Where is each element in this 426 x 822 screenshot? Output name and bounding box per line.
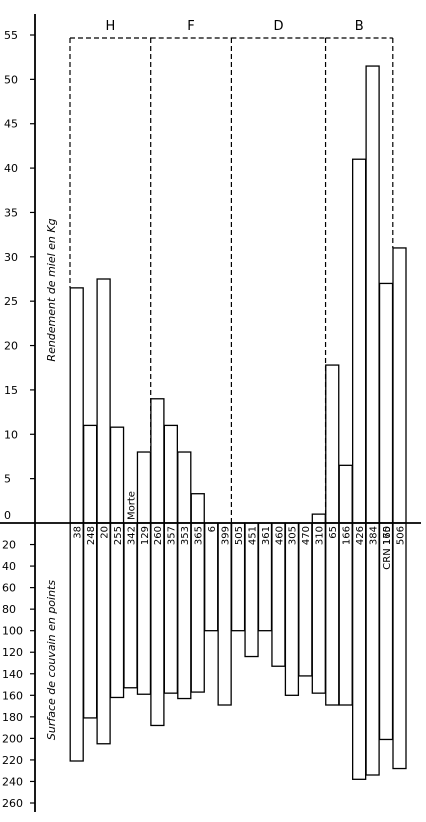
colony-label: 365 bbox=[194, 526, 205, 545]
y-axis-title-brood: Surface de couvain en points bbox=[45, 580, 58, 740]
honey-bar bbox=[96, 278, 111, 524]
y-tick-label-brood: 140 bbox=[2, 668, 23, 681]
honey-bar bbox=[311, 513, 326, 524]
y-tick-label-honey: 55 bbox=[4, 29, 18, 42]
y-tick-label-brood: 160 bbox=[2, 689, 23, 702]
y-tick-label-honey: 20 bbox=[4, 340, 18, 353]
colony-label: 384 bbox=[368, 526, 379, 545]
colony-label: 506 bbox=[395, 526, 406, 545]
y-tick-label-honey: 40 bbox=[4, 162, 18, 175]
honey-bar bbox=[392, 247, 407, 524]
brood-bar bbox=[217, 522, 232, 706]
brood-bar bbox=[96, 522, 111, 745]
colony-label: 353 bbox=[180, 526, 191, 545]
honey-bar bbox=[338, 464, 353, 524]
brood-bar bbox=[123, 522, 138, 689]
colony-label: 470 bbox=[301, 526, 312, 545]
y-tick-label-brood: 40 bbox=[2, 560, 16, 573]
brood-bar bbox=[365, 522, 380, 776]
brood-bar bbox=[150, 522, 165, 727]
honey-bar bbox=[351, 158, 367, 524]
y-axis-title-honey: Rendement de miel en Kg bbox=[45, 218, 58, 361]
colony-label: 460 bbox=[274, 526, 285, 545]
axes-layer: 0 5 10 15 20 25 30 35 40 45 50 55 20 40 60 80 100 120 140 1… bbox=[0, 14, 421, 812]
y-tick-label-honey: 50 bbox=[4, 73, 18, 86]
colony-label: 342 bbox=[126, 526, 137, 545]
y-tick-label-brood: 100 bbox=[2, 625, 23, 638]
colony-label: 260 bbox=[153, 526, 164, 545]
brood-bar bbox=[163, 522, 179, 694]
colony-label: 20 bbox=[99, 526, 110, 539]
honey-bar bbox=[109, 426, 125, 524]
colony-label: 248 bbox=[86, 526, 97, 545]
y-tick-label-honey: 45 bbox=[4, 118, 18, 131]
group-label: H bbox=[105, 19, 115, 34]
honey-bar bbox=[136, 451, 152, 524]
y-tick-label-brood: 120 bbox=[2, 646, 23, 659]
y-tick-label-honey: 30 bbox=[4, 251, 18, 264]
brood-bar bbox=[392, 522, 407, 770]
colony-label: 255 bbox=[113, 526, 124, 545]
colony-label: 6 bbox=[207, 526, 218, 532]
colony-label: 505 bbox=[234, 526, 245, 545]
y-tick-label-honey: 10 bbox=[4, 428, 18, 441]
brood-bar bbox=[351, 522, 367, 780]
bars-layer bbox=[69, 65, 407, 780]
brood-bar bbox=[69, 522, 84, 762]
colony-label: 357 bbox=[167, 526, 178, 545]
brood-bar bbox=[83, 522, 98, 719]
y-tick-label-honey: 25 bbox=[4, 295, 18, 308]
honey-bar bbox=[325, 364, 340, 524]
colony-annotation: Morte bbox=[126, 491, 137, 520]
honey-bar bbox=[150, 398, 165, 524]
colony-label: 361 bbox=[261, 526, 272, 545]
y-tick-label-honey: 0 bbox=[4, 509, 11, 522]
y-tick-label-honey: 15 bbox=[4, 384, 18, 397]
brood-bar bbox=[204, 522, 219, 632]
honey-bar bbox=[177, 451, 192, 524]
y-tick-label-brood: 200 bbox=[2, 732, 23, 745]
colony-label: 399 bbox=[220, 526, 231, 545]
colony-label: 310 bbox=[315, 526, 326, 545]
honey-bar bbox=[83, 424, 98, 524]
colony-label: 166 bbox=[342, 526, 353, 545]
colony-label: 305 bbox=[288, 526, 299, 545]
y-tick-label-brood: 220 bbox=[2, 754, 23, 767]
colony-label: 426 bbox=[355, 526, 366, 545]
honey-bar bbox=[365, 65, 380, 524]
colony-label: 451 bbox=[247, 526, 258, 545]
group-label: F bbox=[187, 19, 194, 34]
colony-label: CRN 165 bbox=[382, 526, 393, 570]
brood-bar bbox=[311, 522, 326, 694]
honey-bar bbox=[69, 287, 84, 524]
y-tick-label-honey: 5 bbox=[4, 473, 11, 486]
brood-bar bbox=[190, 522, 205, 693]
y-tick-label-brood: 180 bbox=[2, 711, 23, 724]
colony-label: 170 bbox=[382, 526, 393, 545]
honey-bar bbox=[163, 424, 179, 524]
brood-bar bbox=[136, 522, 152, 695]
honey-bar bbox=[190, 493, 205, 524]
colony-label: 38 bbox=[73, 526, 84, 539]
y-tick-label-brood: 80 bbox=[2, 603, 16, 616]
brood-bar bbox=[109, 522, 125, 699]
brood-bar bbox=[338, 522, 353, 706]
group-label: B bbox=[355, 19, 364, 34]
y-tick-label-brood: 60 bbox=[2, 582, 16, 595]
colony-labels-layer: 38 248 20 255 342 129 260 357 353 365 6 399 505 451 36… bbox=[73, 491, 407, 570]
colony-label: 129 bbox=[140, 526, 151, 545]
y-tick-label-honey: 35 bbox=[4, 206, 18, 219]
brood-bar bbox=[284, 522, 300, 696]
honey-bar bbox=[378, 282, 394, 524]
brood-bar bbox=[325, 522, 340, 706]
brood-bar bbox=[177, 522, 192, 700]
y-tick-label-brood: 20 bbox=[2, 539, 16, 552]
colony-label: 65 bbox=[328, 526, 339, 539]
group-label: D bbox=[273, 19, 283, 34]
y-tick-label-brood: 240 bbox=[2, 775, 23, 788]
y-tick-label-brood: 260 bbox=[2, 797, 23, 810]
